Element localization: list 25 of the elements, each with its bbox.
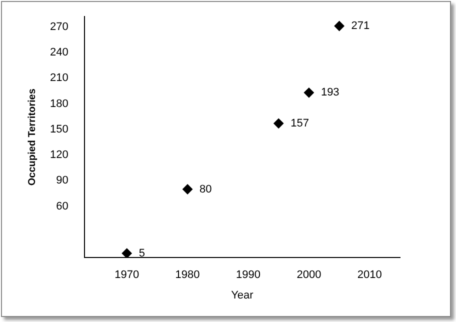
- point: [304, 88, 314, 98]
- point: [122, 248, 132, 258]
- y-tick-label: 210: [50, 72, 68, 84]
- y-tick-label: 180: [50, 98, 68, 110]
- x-tick-label: 2010: [357, 269, 382, 282]
- data-label: 157: [290, 117, 309, 130]
- point: [334, 21, 344, 31]
- point: [274, 118, 284, 128]
- x-tick-label: 1980: [175, 269, 200, 282]
- y-tick-label: 90: [56, 174, 68, 187]
- x-tick-label: 2000: [296, 269, 322, 282]
- point: [182, 184, 193, 194]
- y-axis-title: Occupied Territories: [26, 88, 38, 186]
- y-tick-label: 240: [50, 46, 68, 59]
- y-tick-label: 120: [50, 149, 68, 162]
- data-label: 5: [138, 247, 145, 260]
- x-tick-label: 1970: [114, 269, 140, 282]
- x-axis-title: Year: [231, 289, 254, 302]
- y-tick-label: 60: [56, 200, 68, 212]
- y-tick-label: 150: [50, 123, 68, 136]
- y-tick-label: 270: [50, 20, 68, 33]
- data-label: 80: [200, 183, 212, 196]
- data-label: 193: [320, 86, 340, 99]
- data-label: 271: [351, 20, 370, 32]
- x-tick-label: 1990: [236, 269, 260, 282]
